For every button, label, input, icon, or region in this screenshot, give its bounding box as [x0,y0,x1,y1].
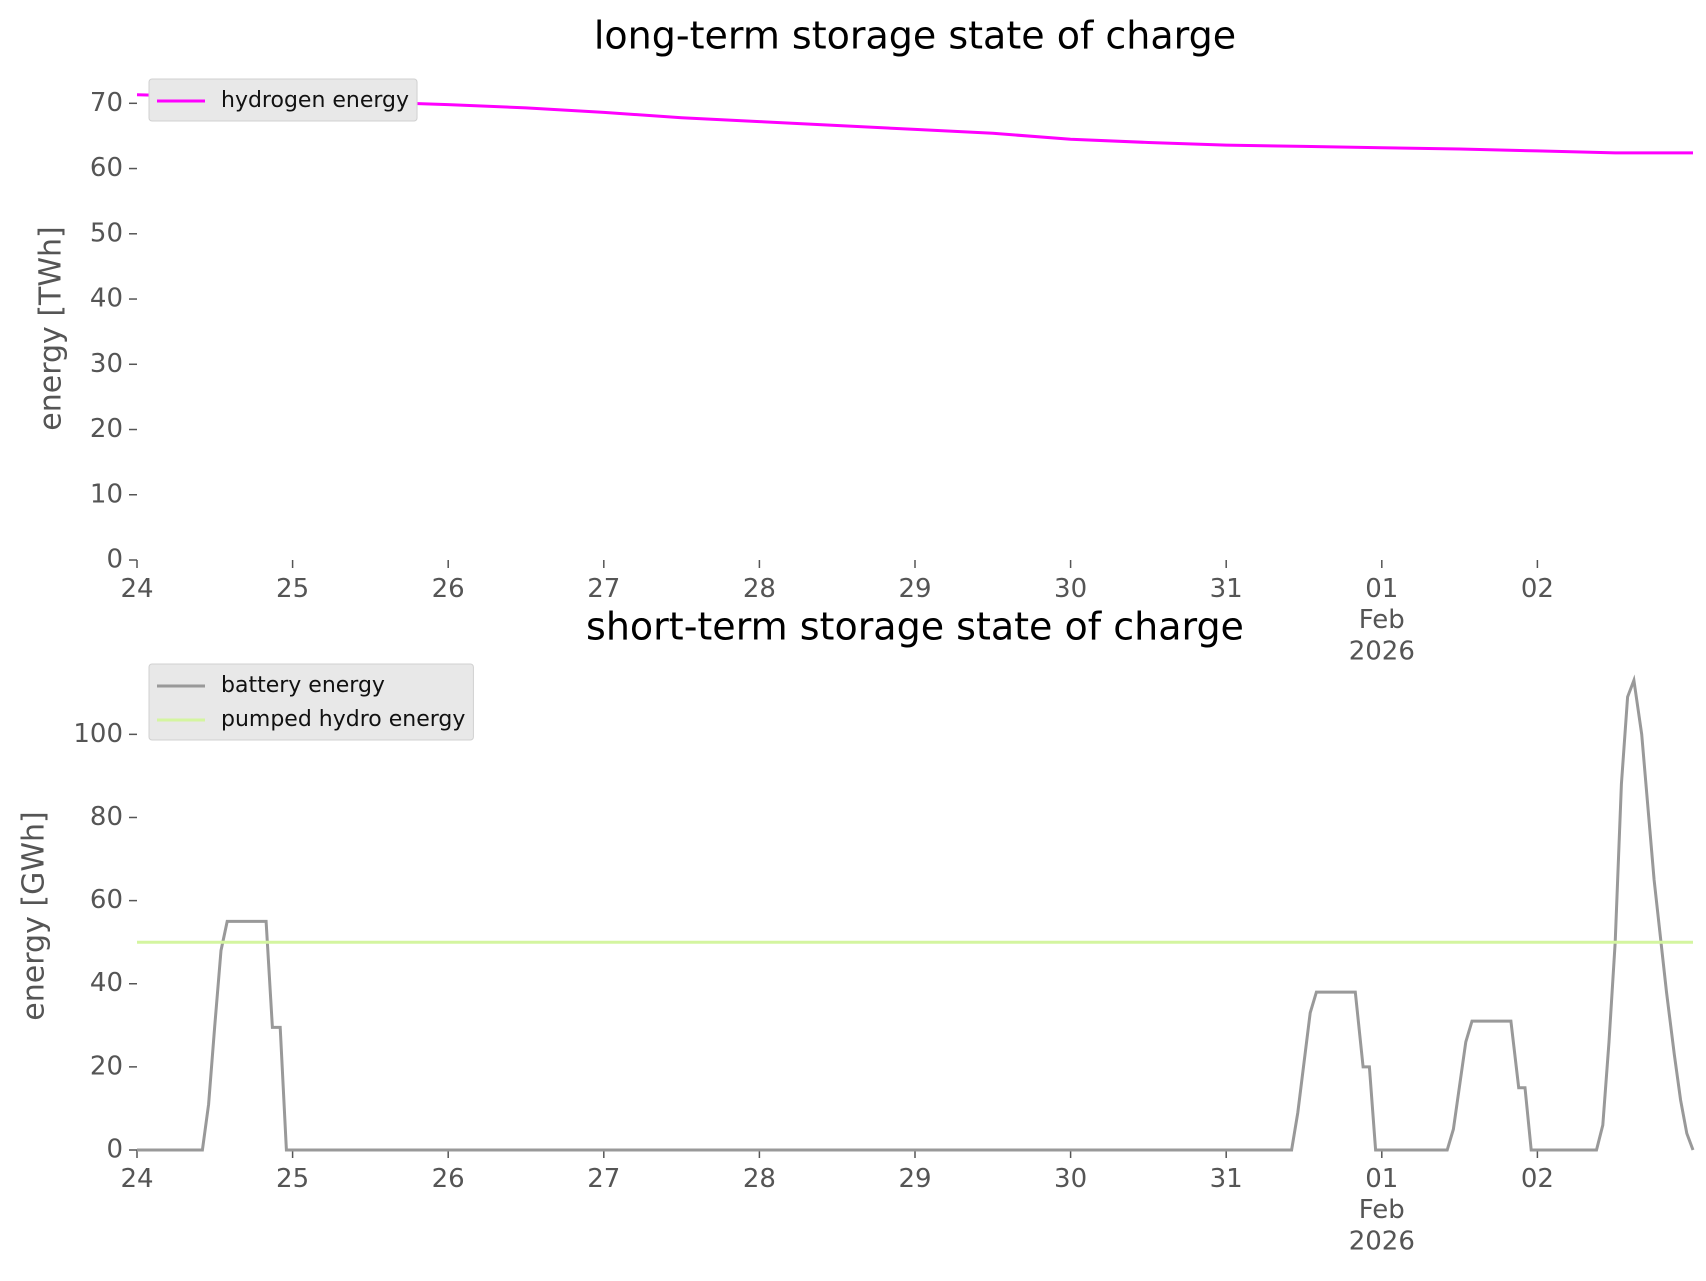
y-tick-label: 50 [90,218,123,248]
legend-label: hydrogen energy [221,88,409,113]
y-tick-label: 0 [106,545,123,575]
x-tick-label: 25 [276,574,309,604]
legend-label: pumped hydro energy [221,707,465,732]
legend-box [148,78,418,122]
x-tick-label: 26 [432,574,465,604]
chart-title: long-term storage state of charge [594,14,1236,58]
x-tick-label: 29 [898,574,931,604]
y-tick-label: 40 [90,968,123,998]
x-tick-label: 02 [1521,574,1554,604]
legend-box [148,663,474,741]
x-tick-label: 30 [1054,574,1087,604]
x-tick-label: 25 [276,1164,309,1194]
x-tick-label: 29 [898,1164,931,1194]
x-tick-label: 28 [743,1164,776,1194]
x-tick-label: 27 [587,1164,620,1194]
series-line [137,674,1695,1152]
y-tick-label: 80 [90,802,123,832]
y-axis-label: energy [GWh] [17,811,52,1020]
x-tick-label: 01 Feb 2026 [1349,574,1415,666]
x-tick-label: 30 [1054,1164,1087,1194]
x-tick-label: 31 [1210,1164,1243,1194]
y-tick-label: 0 [106,1135,123,1165]
x-tick-label: 02 [1521,1164,1554,1194]
x-tick-label: 24 [120,574,153,604]
x-tick-label: 27 [587,574,620,604]
chart-title: short-term storage state of charge [586,605,1244,649]
y-tick-label: 60 [90,153,123,183]
y-tick-label: 10 [90,479,123,509]
y-axis-label: energy [TWh] [34,226,69,430]
y-tick-label: 20 [90,1051,123,1081]
x-tick-label: 28 [743,574,776,604]
x-tick-label: 26 [432,1164,465,1194]
y-tick-label: 70 [90,88,123,118]
y-tick-label: 40 [90,284,123,314]
x-tick-label: 01 Feb 2026 [1349,1164,1415,1256]
x-tick-label: 31 [1210,574,1243,604]
x-tick-label: 24 [120,1164,153,1194]
y-tick-label: 30 [90,349,123,379]
y-tick-label: 100 [73,719,123,749]
y-tick-label: 60 [90,885,123,915]
legend-label: battery energy [221,673,385,698]
y-tick-label: 20 [90,414,123,444]
